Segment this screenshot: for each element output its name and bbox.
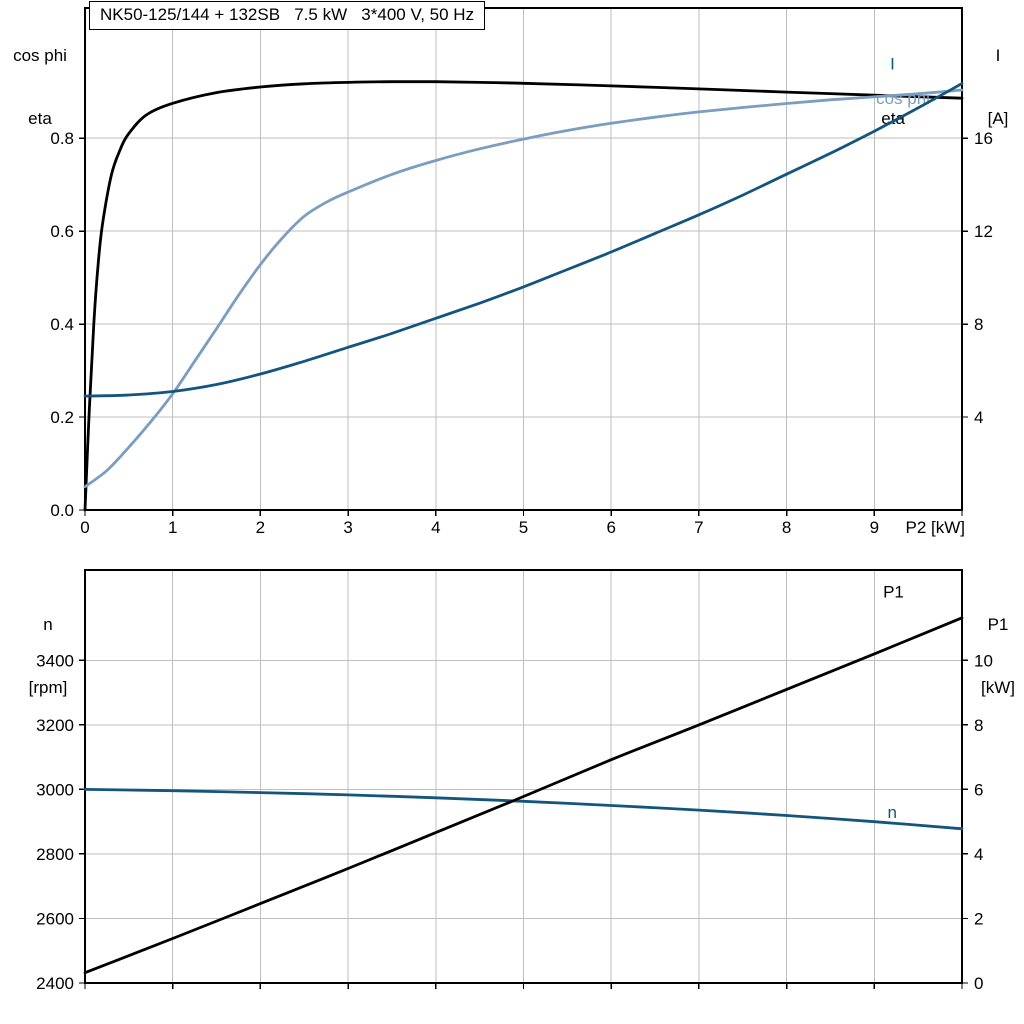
right-axis-tick-label: 12 bbox=[974, 222, 993, 241]
left-axis-tick-label: 0.4 bbox=[50, 315, 74, 334]
x-axis-tick-label: 3 bbox=[343, 518, 352, 537]
left-axis-tick-label: 2600 bbox=[36, 910, 74, 929]
axis-title-line-kw-unit: [kW] bbox=[981, 678, 1015, 697]
curve-label-p1: P1 bbox=[883, 582, 904, 601]
axis-title-line-speed: n bbox=[43, 615, 53, 634]
left-axis-tick-label: 3200 bbox=[36, 716, 74, 735]
right-axis-tick-label: 16 bbox=[974, 129, 993, 148]
axis-title-line-eta: eta bbox=[28, 109, 52, 128]
left-axis-tick-label: 0.6 bbox=[50, 222, 74, 241]
right-axis-tick-label: 6 bbox=[974, 780, 983, 799]
bottom-chart-right-axis-title: P1 [kW] bbox=[972, 572, 1024, 740]
left-axis-tick-label: 0.2 bbox=[50, 408, 74, 427]
axis-title-line-power-in: P1 bbox=[987, 615, 1009, 634]
left-axis-tick-label: 0.0 bbox=[50, 501, 74, 520]
right-axis-tick-label: 8 bbox=[974, 315, 983, 334]
right-axis-tick-label: 10 bbox=[974, 651, 993, 670]
axis-title-line-current: I bbox=[995, 46, 1001, 65]
curve-i bbox=[83, 82, 964, 398]
x-axis-tick-label: 7 bbox=[694, 518, 703, 537]
curve-label-cos-phi: cos phi bbox=[876, 89, 930, 108]
curve-eta bbox=[83, 80, 964, 512]
x-axis-tick-label: 1 bbox=[168, 518, 177, 537]
right-axis-tick-label: 4 bbox=[974, 408, 983, 427]
top-chart-left-axis-title: cos phi eta bbox=[0, 3, 80, 171]
x-axis-tick-label: 4 bbox=[431, 518, 440, 537]
curve-label-n: n bbox=[888, 803, 897, 822]
x-axis-tick-label: 0 bbox=[80, 518, 89, 537]
axis-title-line-amps-unit: [A] bbox=[987, 109, 1009, 128]
right-axis-tick-label: 2 bbox=[974, 910, 983, 929]
axis-title-line-rpm-unit: [rpm] bbox=[28, 678, 68, 697]
top-chart-right-axis-title: I [A] bbox=[972, 3, 1024, 171]
right-axis-tick-label: 4 bbox=[974, 845, 983, 864]
x-axis-tick-label: 6 bbox=[606, 518, 615, 537]
curve-label-i: I bbox=[890, 55, 895, 74]
left-axis-tick-label: 0.8 bbox=[50, 129, 74, 148]
left-axis-tick-label: 2800 bbox=[36, 845, 74, 864]
x-axis-tick-label: 2 bbox=[256, 518, 265, 537]
x-axis-tick-label: 9 bbox=[870, 518, 879, 537]
x-axis-label: P2 [kW] bbox=[905, 518, 965, 537]
left-axis-tick-label: 3000 bbox=[36, 780, 74, 799]
left-axis-tick-label: 3400 bbox=[36, 651, 74, 670]
curve-p1 bbox=[83, 616, 964, 975]
axis-title-line-cos-phi: cos phi bbox=[13, 46, 67, 65]
x-axis-tick-label: 8 bbox=[782, 518, 791, 537]
curve-cos-phi bbox=[83, 88, 964, 489]
chart-title: NK50-125/144 + 132SB 7.5 kW 3*400 V, 50 … bbox=[89, 1, 486, 30]
left-axis-tick-label: 2400 bbox=[36, 974, 74, 993]
bottom-chart-left-axis-title: n [rpm] bbox=[8, 572, 88, 740]
right-axis-tick-label: 8 bbox=[974, 716, 983, 735]
x-axis-tick-label: 5 bbox=[519, 518, 528, 537]
curve-n bbox=[83, 788, 964, 831]
right-axis-tick-label: 0 bbox=[974, 974, 983, 993]
